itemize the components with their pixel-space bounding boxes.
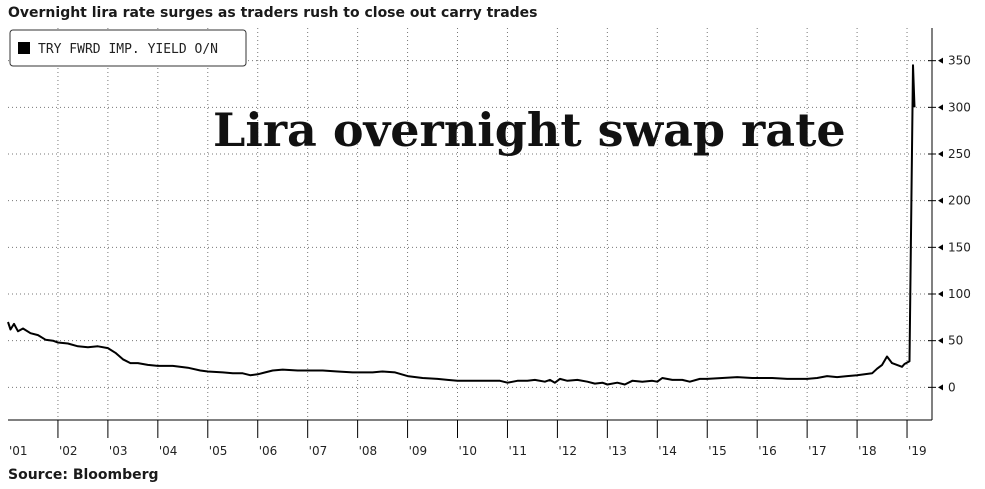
- y-tick-arrow: [938, 151, 943, 157]
- y-tick-arrow: [938, 244, 943, 251]
- y-tick-label: 250: [948, 147, 971, 161]
- x-tick-label: '18: [858, 444, 877, 458]
- y-tick-label: 300: [948, 100, 971, 114]
- x-tick-label: '09: [409, 444, 428, 458]
- y-axis-ticks: 0 50 100 150 200 250 300 350: [928, 54, 971, 394]
- legend-swatch: [18, 42, 30, 54]
- y-tick-label: 0: [948, 380, 956, 394]
- x-tick-label: '15: [708, 444, 727, 458]
- x-tick-label: '04: [159, 444, 178, 458]
- x-tick-label: '07: [309, 444, 328, 458]
- plot-frame: [8, 28, 932, 420]
- chart-title: Overnight lira rate surges as traders ru…: [8, 5, 537, 21]
- series-line: [7, 64, 916, 386]
- series-group: [7, 64, 916, 386]
- x-tick-label: '05: [209, 444, 228, 458]
- x-tick-label: '11: [508, 444, 527, 458]
- x-tick-label: '17: [808, 444, 827, 458]
- x-tick-label: '03: [109, 444, 128, 458]
- y-tick-label: 200: [948, 194, 971, 208]
- legend-box: [9, 29, 247, 67]
- y-tick-arrow: [938, 57, 943, 64]
- y-tick-label: 150: [948, 240, 971, 254]
- y-tick-arrow: [938, 104, 943, 111]
- x-tick-label: '06: [259, 444, 278, 458]
- x-tick-label: '16: [758, 444, 777, 458]
- y-tick-label: 50: [948, 334, 963, 348]
- y-tick-arrow: [938, 384, 943, 391]
- vertical-gridlines: [57, 28, 908, 420]
- chart-annotation: Lira overnight swap rate: [213, 103, 846, 157]
- y-tick-label: 100: [948, 287, 971, 301]
- x-tick-label: '19: [908, 444, 927, 458]
- x-tick-label: '10: [459, 444, 478, 458]
- y-tick-arrow: [938, 291, 943, 297]
- y-tick-label: 350: [948, 54, 971, 68]
- x-tick-label: '14: [658, 444, 677, 458]
- y-tick-arrow: [938, 197, 943, 204]
- x-tick-label: '02: [59, 444, 78, 458]
- legend: TRY FWRD IMP. YIELD O/N: [9, 29, 247, 67]
- legend-label: TRY FWRD IMP. YIELD O/N: [38, 42, 218, 57]
- y-tick-arrow: [938, 337, 943, 344]
- x-tick-label: '01: [9, 444, 28, 458]
- source-note: Source: Bloomberg: [8, 467, 159, 483]
- x-axis-ticks: '01 '02 '03 '04 '05 '06 '07 '08 '09 '10 '11 '12 '13 '…: [9, 420, 927, 458]
- x-tick-label: '08: [359, 444, 378, 458]
- x-tick-label: '13: [608, 444, 627, 458]
- x-tick-label: '12: [558, 444, 577, 458]
